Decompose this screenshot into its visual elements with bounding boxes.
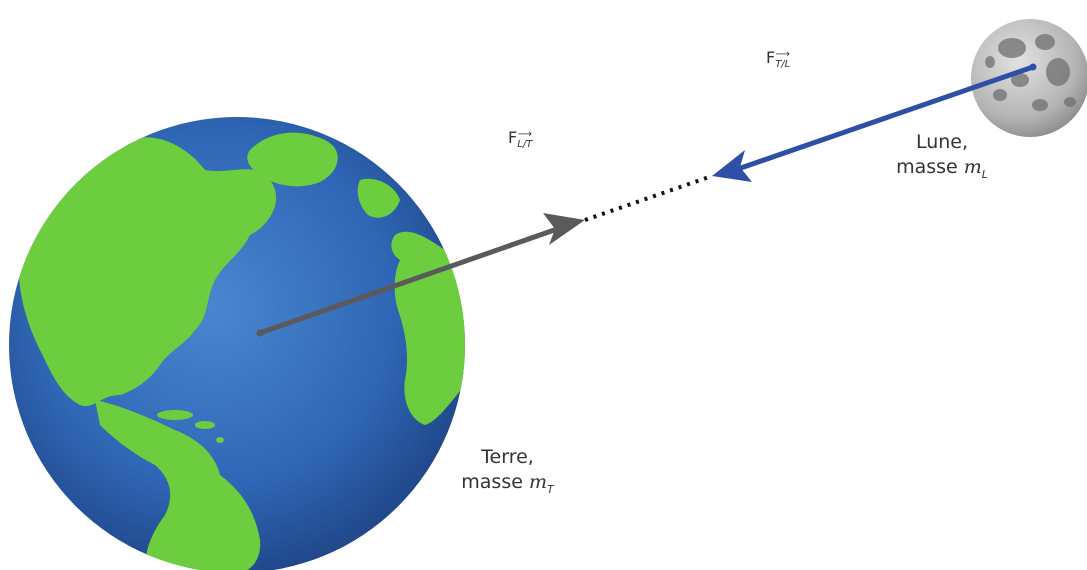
earth-name: Terre, — [481, 446, 534, 468]
earth-moon-axis-dotted — [584, 174, 713, 222]
earth — [9, 117, 465, 570]
force-subscript: T/L — [775, 59, 791, 71]
moon-disc — [971, 19, 1087, 137]
moon-name: Lune, — [915, 131, 969, 153]
moon-mass: masse mL — [896, 156, 988, 181]
force-symbol: F — [508, 128, 518, 147]
earth-label: Terre, masse mT — [450, 445, 565, 502]
moon-label: Lune, masse mL — [882, 130, 1002, 187]
force-subscript: L/T — [517, 139, 533, 151]
force-label-earth-on-moon: F ⟶ T/L — [766, 48, 791, 71]
force-on-earth-vector — [256, 213, 585, 337]
moon-craters — [985, 34, 1076, 111]
force-on-moon-vector — [712, 63, 1037, 182]
force-label-moon-on-earth: F ⟶ L/T — [508, 128, 533, 151]
force-symbol: F — [766, 48, 776, 67]
moon — [971, 19, 1087, 137]
earth-mass: masse mT — [461, 471, 554, 496]
